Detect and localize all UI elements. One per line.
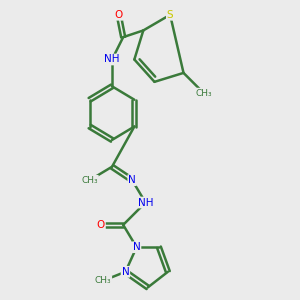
Text: CH₃: CH₃ bbox=[95, 276, 111, 285]
Text: S: S bbox=[167, 10, 173, 20]
Text: NH: NH bbox=[104, 55, 120, 64]
Text: NH: NH bbox=[138, 197, 153, 208]
Text: O: O bbox=[115, 10, 123, 20]
Text: CH₃: CH₃ bbox=[195, 88, 212, 98]
Text: N: N bbox=[122, 267, 129, 277]
Text: N: N bbox=[133, 242, 140, 252]
Text: O: O bbox=[97, 220, 105, 230]
Text: N: N bbox=[128, 175, 136, 185]
Text: CH₃: CH₃ bbox=[81, 176, 98, 185]
